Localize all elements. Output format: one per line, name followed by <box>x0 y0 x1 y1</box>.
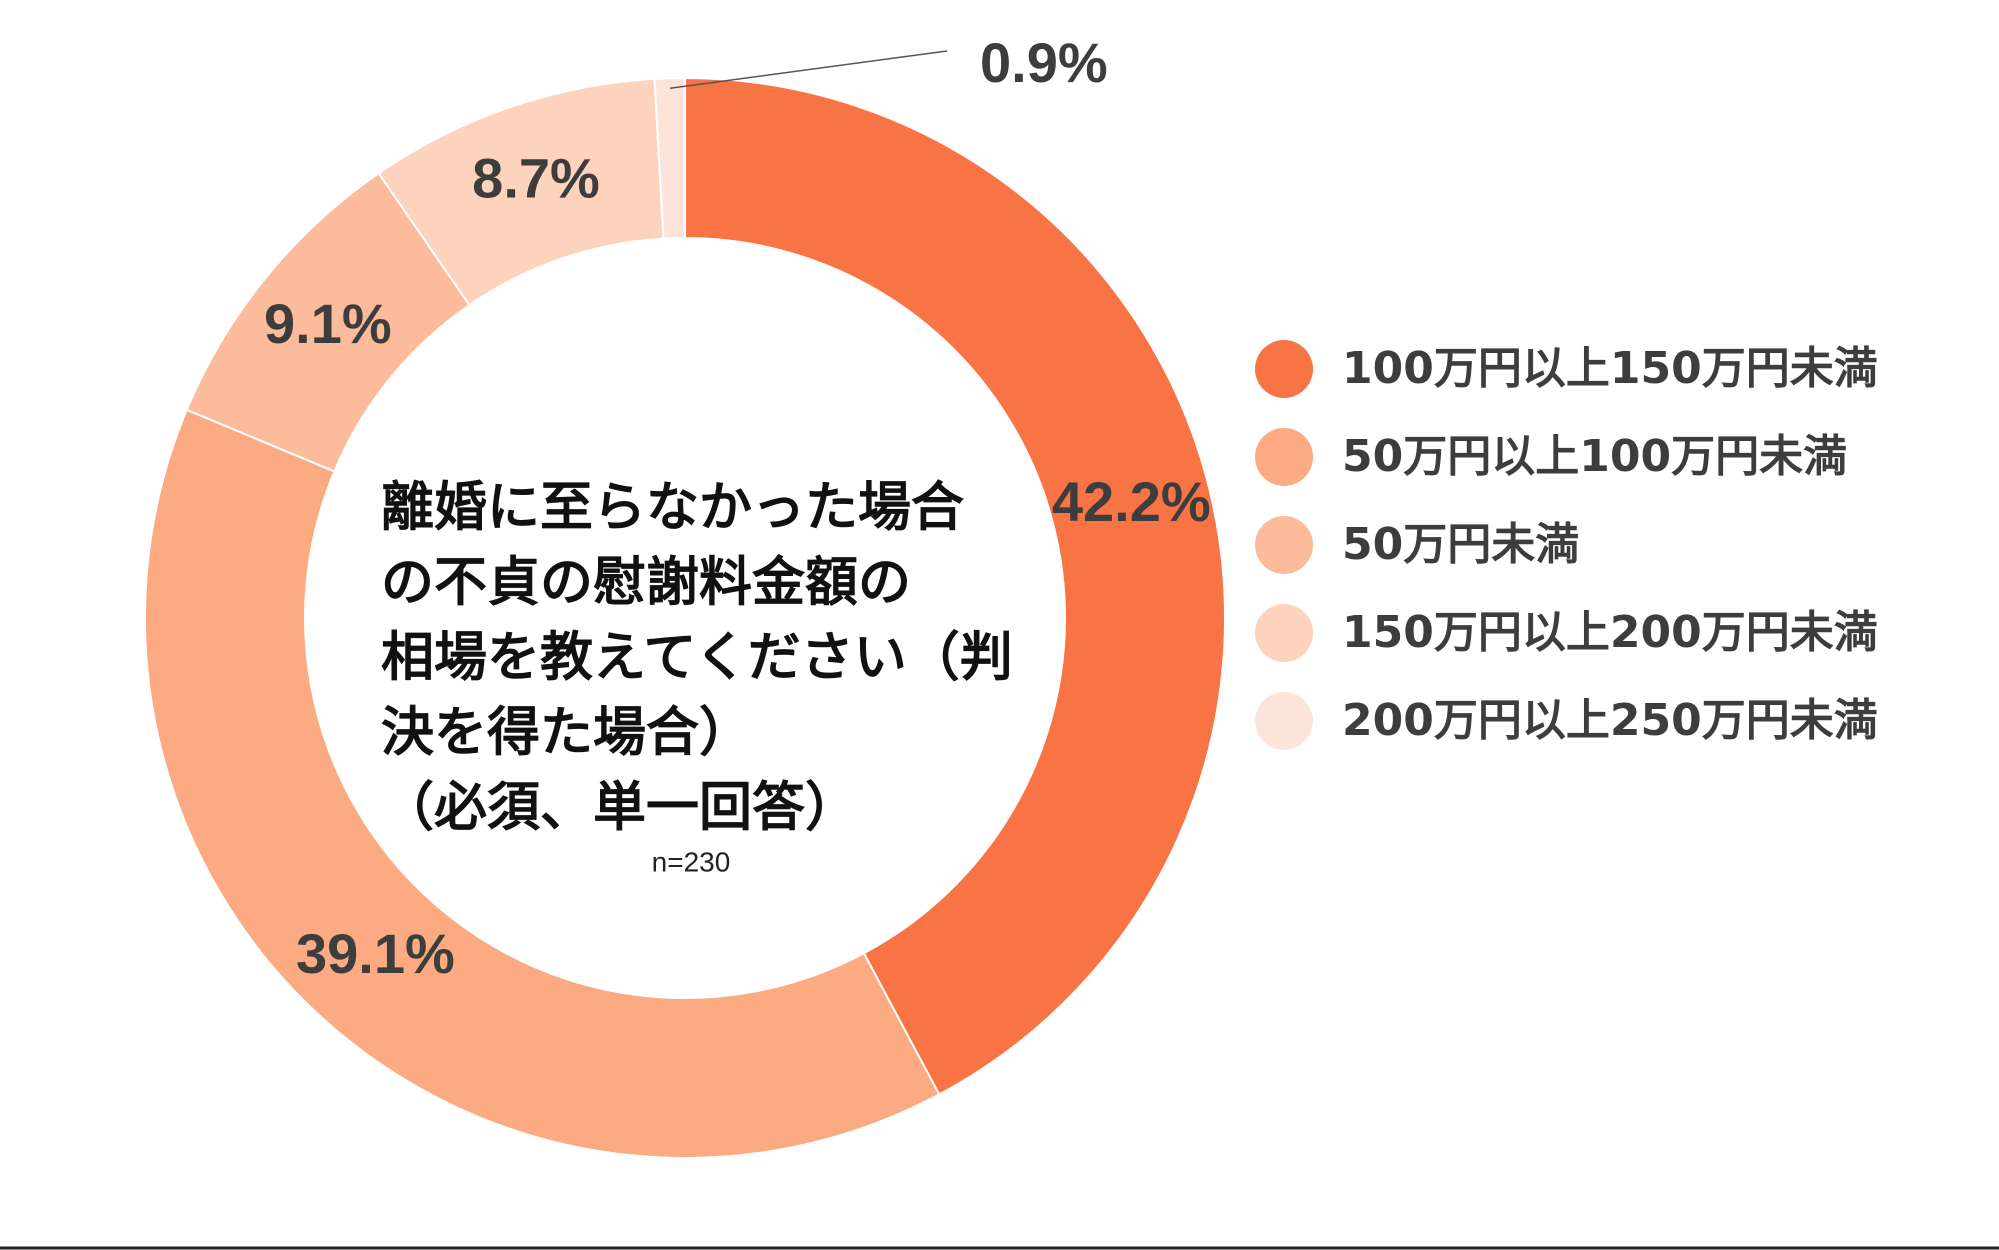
legend-swatch <box>1255 340 1313 398</box>
legend-label: 200万円以上250万円未満 <box>1342 695 1878 746</box>
donut-segment <box>684 76 1226 1096</box>
value-label: 0.9% <box>980 31 1108 94</box>
legend-label: 50万円未満 <box>1342 519 1579 570</box>
legend-swatch <box>1255 516 1313 574</box>
note: n=230 <box>652 846 731 877</box>
legend-label: 150万円以上200万円未満 <box>1342 607 1878 658</box>
legend-swatch <box>1255 604 1313 662</box>
donut-segment <box>144 408 941 1159</box>
legend-swatch <box>1255 692 1313 750</box>
legend-label: 50万円以上100万円未満 <box>1342 431 1847 482</box>
leader-line <box>669 50 948 89</box>
legend-swatch <box>1255 428 1313 486</box>
legend-label: 100万円以上150万円未満 <box>1342 343 1878 394</box>
value-label: 8.7% <box>472 147 600 210</box>
chart-title: 離婚に至らなかった場合 の不貞の慰謝料金額の 相場を教えてください（判 決を得た… <box>381 477 1013 838</box>
value-label: 42.2% <box>1052 470 1211 533</box>
value-label: 39.1% <box>296 922 455 985</box>
donut-segment <box>653 76 686 240</box>
value-label: 9.1% <box>264 292 392 355</box>
